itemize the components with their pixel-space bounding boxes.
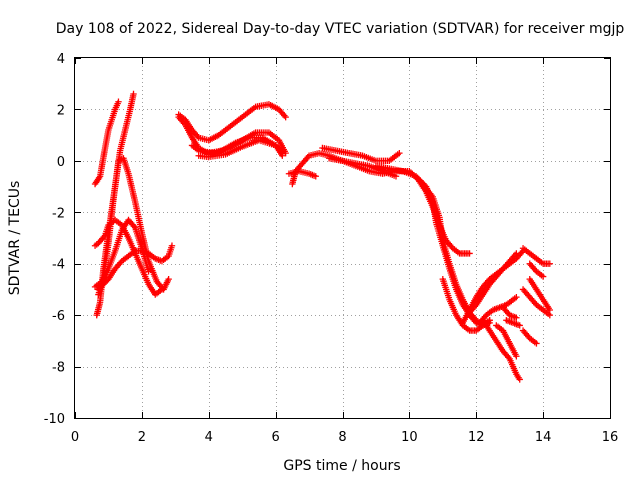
x-axis-label: GPS time / hours xyxy=(283,458,400,474)
data-point xyxy=(145,268,152,275)
series-track-10 xyxy=(195,137,286,161)
data-point xyxy=(168,242,176,249)
y-axis-label: SDTVAR / TECUs xyxy=(7,181,23,296)
data-point xyxy=(539,273,547,280)
data-point xyxy=(533,340,540,347)
series-track-19 xyxy=(466,250,520,316)
data-point xyxy=(115,98,122,105)
chart-title: Day 108 of 2022, Sidereal Day-to-day VTE… xyxy=(56,21,625,37)
series-track-28 xyxy=(519,327,540,347)
x-tick-label: 8 xyxy=(338,430,346,445)
data-point xyxy=(516,322,523,329)
series-track-13 xyxy=(319,144,403,165)
y-tick-label: -4 xyxy=(52,258,65,273)
plot-frame xyxy=(74,57,611,419)
data-point xyxy=(513,250,520,257)
data-point xyxy=(466,250,473,257)
series-track-16 xyxy=(416,178,473,257)
data-point xyxy=(279,149,286,157)
series-track-24 xyxy=(519,245,554,267)
series-track-26 xyxy=(519,286,554,319)
series-track-21 xyxy=(479,317,523,383)
x-tick-label: 4 xyxy=(205,430,213,445)
x-tick-label: 12 xyxy=(468,430,485,445)
series-track-6 xyxy=(91,216,152,291)
data-point xyxy=(412,173,420,180)
data-point xyxy=(546,311,554,319)
data-point xyxy=(513,293,520,301)
data-point xyxy=(546,260,554,267)
x-tick-label: 2 xyxy=(138,430,146,445)
ticks: 0 2 4 6 8 10 12 14 16 4 2 0 -2 -4 -6 -8 -10 xyxy=(44,52,619,445)
x-tick-label: 6 xyxy=(271,430,279,445)
grid xyxy=(75,58,610,418)
data-point xyxy=(282,113,289,121)
data-point xyxy=(513,353,520,360)
y-tick-label: -10 xyxy=(44,412,65,427)
series-track-4 xyxy=(91,216,166,298)
series-track-5 xyxy=(95,242,176,293)
data-point xyxy=(414,174,421,181)
data-point xyxy=(513,314,520,321)
y-tick-label: -6 xyxy=(52,309,65,324)
series-track-27 xyxy=(526,260,547,280)
data-point xyxy=(396,149,403,157)
series-track-11 xyxy=(289,149,400,188)
series-track-23 xyxy=(503,317,523,329)
data-point xyxy=(486,317,493,324)
data-point xyxy=(516,376,523,383)
data-point xyxy=(130,90,137,98)
data-point xyxy=(158,286,166,293)
data-points xyxy=(91,90,554,383)
series-track-22 xyxy=(493,322,520,360)
x-tick-label: 16 xyxy=(602,430,619,445)
series-track-1 xyxy=(91,98,122,188)
y-tick-label: 4 xyxy=(57,52,65,67)
series-track-25 xyxy=(526,275,554,314)
series-track-29 xyxy=(499,304,520,321)
y-tick-label: -2 xyxy=(52,206,65,221)
data-point xyxy=(165,275,172,283)
y-tick-label: -8 xyxy=(52,361,65,376)
x-tick-label: 10 xyxy=(401,430,418,445)
y-tick-label: 0 xyxy=(57,155,65,170)
x-tick-label: 0 xyxy=(71,430,79,445)
series-track-7 xyxy=(175,101,289,144)
y-tick-label: 2 xyxy=(57,103,65,118)
data-point xyxy=(312,173,319,180)
x-tick-label: 14 xyxy=(535,430,552,445)
series-track-12 xyxy=(285,167,319,180)
